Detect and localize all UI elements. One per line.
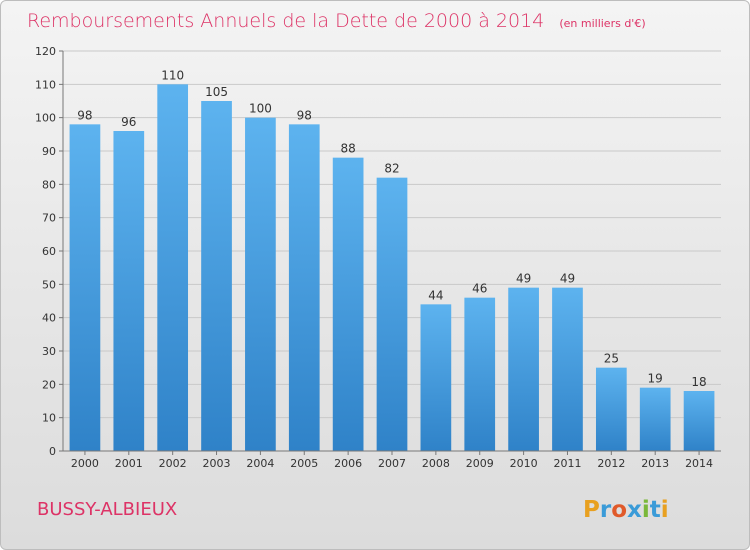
y-tick-label: 70 [42,212,56,225]
bar-2002 [157,84,189,451]
bar-value-label: 46 [472,282,487,296]
logo-letter: i [661,497,669,523]
x-tick-label: 2008 [422,457,450,470]
x-tick-label: 2013 [641,457,669,470]
y-tick-label: 80 [42,178,56,191]
bar-value-label: 44 [428,288,443,302]
x-tick-label: 2001 [115,457,143,470]
bar-value-label: 110 [161,68,184,82]
bar-2001 [113,131,145,451]
bar-2006 [332,157,364,451]
chart-title: Remboursements Annuels de la Dette de 20… [27,10,646,32]
y-tick-label: 10 [42,412,56,425]
bar-2011 [552,287,583,451]
x-tick-label: 2000 [71,457,99,470]
bar-value-label: 49 [516,272,531,286]
bar-value-label: 25 [604,352,619,366]
bar-2013 [639,387,671,451]
chart-title-main: Remboursements Annuels de la Dette de 20… [27,10,544,32]
bar-value-label: 100 [249,102,272,116]
logo-letter: i [642,497,650,523]
bar-2009 [464,297,496,451]
bar-value-label: 88 [340,142,355,156]
bar-value-label: 98 [77,108,92,122]
bar-value-label: 49 [560,272,575,286]
bar-2003 [201,101,232,451]
bar-value-label: 18 [691,375,706,389]
logo-letter: o [611,497,627,523]
bar-value-label: 82 [384,162,399,176]
bar-2012 [595,367,627,451]
y-tick-label: 0 [49,445,56,458]
y-tick-label: 30 [42,345,56,358]
bar-2010 [508,287,539,451]
bar-2005 [288,124,320,451]
x-tick-label: 2004 [246,457,274,470]
y-tick-label: 60 [42,245,56,258]
bar-value-label: 98 [297,108,312,122]
bar-2000 [69,124,101,451]
bar-2014 [683,391,715,451]
bar-value-label: 96 [121,115,136,129]
logo-letter: r [600,497,612,523]
y-tick-label: 20 [42,378,56,391]
logo-letter: t [650,497,661,523]
x-tick-label: 2003 [203,457,231,470]
bar-2008 [420,304,452,451]
bar-value-label: 105 [205,85,228,99]
x-axis: 2000 2001 2002 2003 2004 2005 2006 2007 2008 2009… [63,450,721,470]
y-tick-label: 120 [35,45,56,58]
y-tick-label: 90 [42,145,56,158]
x-tick-label: 2011 [553,457,581,470]
x-tick-label: 2002 [159,457,187,470]
x-tick-label: 2014 [685,457,713,470]
proxiti-logo: Proxiti [583,497,669,523]
bar-value-label: 19 [648,372,663,386]
bar-2004 [245,117,276,452]
x-tick-label: 2005 [290,457,318,470]
x-tick-label: 2010 [510,457,538,470]
y-tick-label: 50 [42,278,56,291]
commune-name: BUSSY-ALBIEUX [37,499,177,520]
x-tick-label: 2009 [466,457,494,470]
y-axis: 0 10 20 30 40 50 60 70 80 90 100 110 120 [35,45,64,458]
x-tick-label: 2006 [334,457,362,470]
logo-letter: x [627,497,642,523]
logo-letter: P [583,497,600,523]
x-tick-label: 2007 [378,457,406,470]
x-tick-label: 2012 [597,457,625,470]
chart-unit-label: (en milliers d'€) [559,17,645,30]
y-tick-label: 100 [35,112,56,125]
y-tick-label: 110 [35,78,56,91]
bars: 98 96 110 105 100 98 88 82 44 46 49 49 25 19 18 [69,68,715,452]
bar-2007 [376,177,408,451]
y-tick-label: 40 [42,312,56,325]
